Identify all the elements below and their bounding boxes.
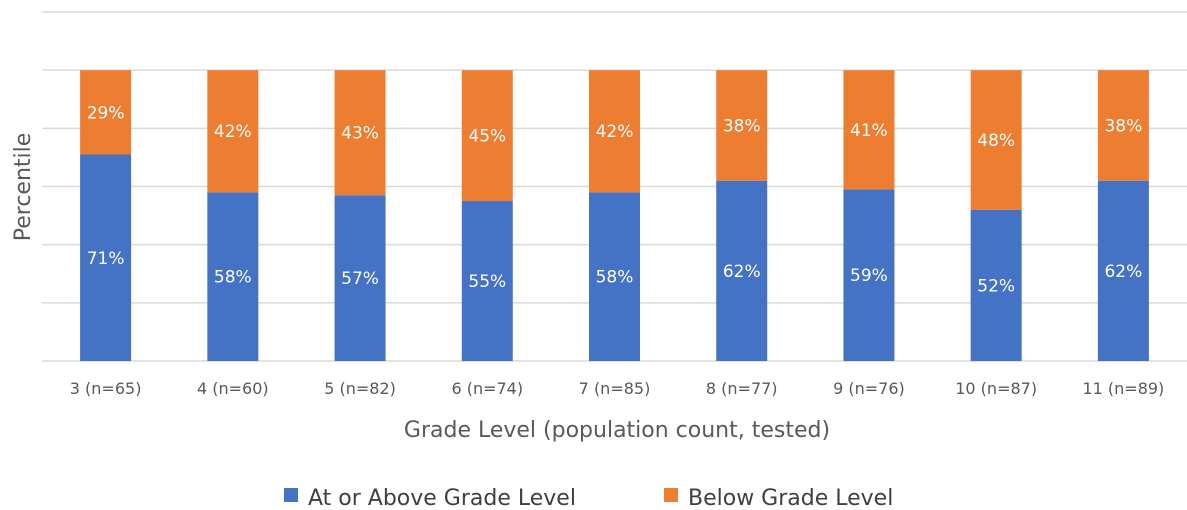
bar-below-4 [589, 70, 640, 193]
bar-at-or-above-3 [461, 201, 513, 361]
data-label-below-0: 29% [87, 103, 125, 123]
bar-below-7 [970, 70, 1022, 210]
data-label-below-8: 38% [1104, 116, 1142, 136]
bar-below-5 [716, 70, 768, 181]
legend-label-below: Below Grade Level [688, 486, 893, 510]
data-label-at-or-above-2: 57% [341, 269, 379, 289]
x-tick-label-6: 9 (n=76) [833, 379, 905, 398]
data-label-at-or-above-7: 52% [977, 276, 1015, 296]
x-tick-label-2: 5 (n=82) [324, 379, 396, 398]
bar-below-3 [461, 70, 513, 202]
legend: At or Above Grade Level Below Grade Leve… [284, 486, 893, 510]
data-label-at-or-above-3: 55% [468, 272, 506, 292]
bar-at-or-above-5 [716, 180, 768, 361]
data-label-at-or-above-6: 59% [850, 266, 888, 286]
legend-swatch-below [664, 488, 678, 502]
x-tick-label-5: 8 (n=77) [706, 379, 778, 398]
data-label-at-or-above-4: 58% [596, 268, 634, 288]
bars [80, 70, 1149, 361]
data-label-below-5: 38% [723, 116, 761, 136]
data-label-at-or-above-5: 62% [723, 262, 761, 282]
data-label-at-or-above-8: 62% [1104, 262, 1142, 282]
data-label-below-3: 45% [468, 127, 506, 147]
x-tick-label-0: 3 (n=65) [70, 379, 142, 398]
x-tick-label-1: 4 (n=60) [197, 379, 269, 398]
data-label-below-1: 42% [214, 122, 252, 142]
bar-at-or-above-6 [843, 189, 895, 361]
x-tick-labels: 3 (n=65) 4 (n=60) 5 (n=82) 6 (n=74) 7 (n=85)… [70, 379, 1165, 398]
data-label-at-or-above-1: 58% [214, 268, 252, 288]
bar-at-or-above-7 [970, 209, 1022, 361]
x-axis-title: Grade Level (population count, tested) [404, 418, 830, 443]
bar-at-or-above-0 [80, 154, 132, 361]
bar-below-2 [334, 70, 386, 196]
y-axis-title: Percentile [11, 133, 36, 242]
data-label-below-2: 43% [341, 124, 379, 144]
legend-label-at-or-above: At or Above Grade Level [308, 486, 576, 510]
bar-below-6 [843, 70, 895, 190]
data-label-below-7: 48% [977, 131, 1015, 151]
x-tick-label-3: 6 (n=74) [451, 379, 523, 398]
bar-below-0 [80, 70, 132, 155]
bar-at-or-above-4 [589, 192, 640, 361]
data-label-below-4: 42% [596, 122, 634, 142]
bar-at-or-above-8 [1097, 180, 1149, 361]
data-labels: 71% 29% 58% 42% 57% 43% 55% 45% 58% 42% 62% 38% 59% 4… [87, 103, 1143, 296]
x-tick-label-8: 11 (n=89) [1082, 379, 1164, 398]
data-label-below-6: 41% [850, 121, 888, 141]
bar-below-8 [1097, 70, 1149, 181]
legend-swatch-at-or-above [284, 488, 298, 502]
x-tick-label-7: 10 (n=87) [955, 379, 1037, 398]
bar-at-or-above-2 [334, 195, 386, 361]
bar-at-or-above-1 [207, 192, 259, 361]
x-tick-label-4: 7 (n=85) [579, 379, 651, 398]
data-label-at-or-above-0: 71% [87, 249, 125, 269]
bar-below-1 [207, 70, 259, 193]
